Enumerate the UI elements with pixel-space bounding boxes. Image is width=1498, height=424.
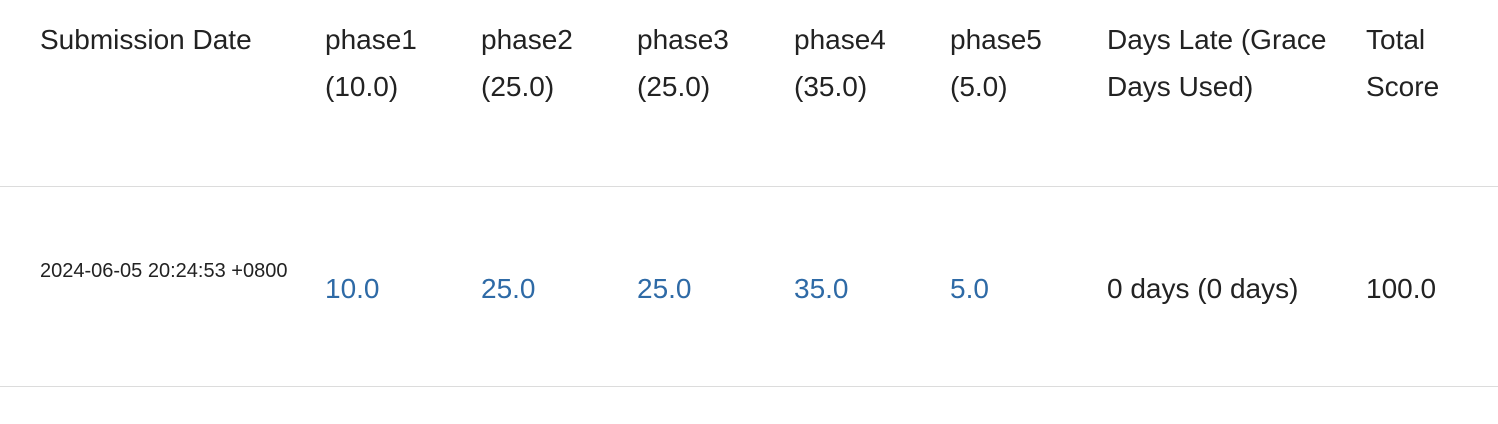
phase3-score-link[interactable]: 25.0 — [637, 273, 692, 304]
header-phase2: phase2 (25.0) — [481, 24, 573, 102]
total-score-cell: 100.0 — [1366, 273, 1437, 304]
submission-scores-table: Submission Date phase1 (10.0) phase2 (25… — [0, 0, 1498, 387]
table-row: 2024-06-05 20:24:53 +0800 10.0 25.0 25.0… — [0, 187, 1498, 387]
phase5-score-link[interactable]: 5.0 — [950, 273, 989, 304]
submission-date-cell: 2024-06-05 20:24:53 +0800 — [40, 260, 288, 282]
header-phase1: phase1 (10.0) — [325, 24, 417, 102]
header-submission-date: Submission Date — [40, 24, 252, 55]
header-phase4: phase4 (35.0) — [794, 24, 886, 102]
days-late-cell: 0 days (0 days) — [1107, 273, 1299, 304]
phase1-score-link[interactable]: 10.0 — [325, 273, 380, 304]
header-phase5: phase5 (5.0) — [950, 24, 1042, 102]
table-header-row: Submission Date phase1 (10.0) phase2 (25… — [0, 0, 1498, 187]
phase4-score-link[interactable]: 35.0 — [794, 273, 849, 304]
header-phase3: phase3 (25.0) — [637, 24, 729, 102]
header-total-score: Total Score — [1366, 24, 1440, 102]
header-days-late: Days Late (Grace Days Used) — [1107, 24, 1327, 102]
phase2-score-link[interactable]: 25.0 — [481, 273, 536, 304]
